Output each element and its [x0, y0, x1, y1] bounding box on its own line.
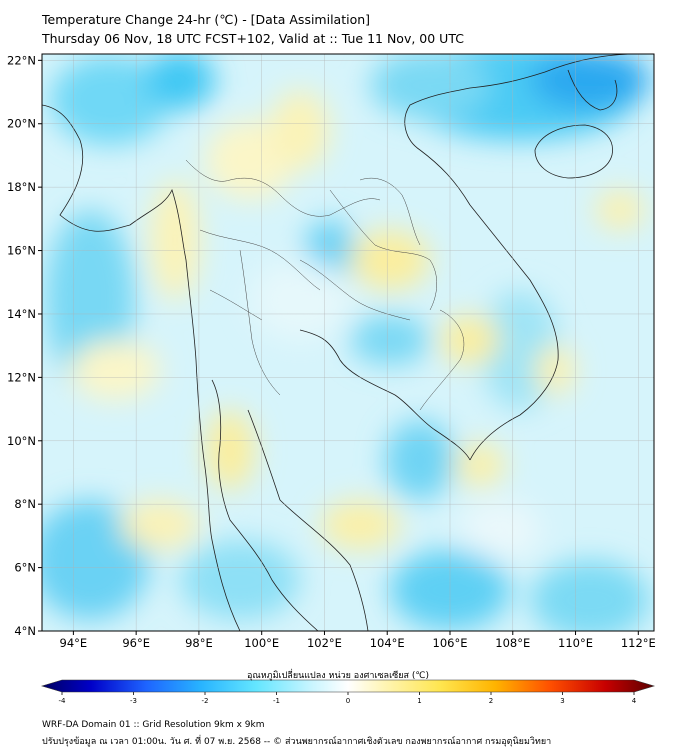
- colorbar-tick-label: -2: [202, 697, 209, 705]
- colorbar-tick-label: -1: [273, 697, 280, 705]
- lon-tick-label: 110°E: [558, 636, 593, 650]
- lon-tick-label: 98°E: [185, 636, 213, 650]
- lat-tick-label: 4°N: [14, 624, 36, 638]
- longitude-axis: 94°E 96°E 98°E 100°E 102°E 104°E 106°E 108°E 110…: [60, 631, 656, 650]
- lon-tick-label: 108°E: [495, 636, 530, 650]
- lat-tick-label: 22°N: [7, 53, 36, 67]
- colorbar-tick-label: 2: [489, 697, 493, 705]
- lon-tick-label: 104°E: [370, 636, 405, 650]
- lat-tick-label: 14°N: [7, 307, 36, 321]
- lon-tick-label: 112°E: [621, 636, 656, 650]
- colorbar-tick-label: 1: [417, 697, 421, 705]
- lat-tick-label: 8°N: [14, 497, 36, 511]
- province-borders: [185, 159, 465, 411]
- chart-subtitle: Thursday 06 Nov, 18 UTC FCST+102, Valid …: [42, 31, 464, 46]
- lat-tick-label: 12°N: [7, 370, 36, 384]
- lat-tick-label: 18°N: [7, 180, 36, 194]
- lat-tick-label: 6°N: [14, 561, 36, 575]
- lat-tick-label: 16°N: [7, 244, 36, 258]
- colorbar-tick-label: 3: [560, 697, 564, 705]
- colorbar-tick-label: 4: [632, 697, 637, 705]
- update-info: ปรับปรุงข้อมูล ณ เวลา 01:00น. วัน ศ. ที่…: [42, 737, 552, 747]
- lat-tick-label: 20°N: [7, 117, 36, 131]
- lon-tick-label: 100°E: [244, 636, 279, 650]
- map-frame: [41, 53, 655, 632]
- lon-tick-label: 94°E: [60, 636, 88, 650]
- colorbar-tick-label: -4: [59, 697, 67, 705]
- colorbar-title: อุณหภูมิเปลี่ยนแปลง หน่วย องศาเซลเซียส (…: [246, 671, 430, 681]
- lat-tick-label: 10°N: [7, 434, 36, 448]
- lon-tick-label: 96°E: [122, 636, 150, 650]
- lon-tick-label: 106°E: [433, 636, 468, 650]
- colorbar-tick-label: -3: [130, 697, 137, 705]
- model-info: WRF-DA Domain 01 :: Grid Resolution 9km …: [42, 720, 265, 730]
- latitude-axis: 22°N 20°N 18°N 16°N 14°N 12°N 10°N 8°N 6°N 4°N: [7, 53, 42, 638]
- chart-title: Temperature Change 24-hr (℃) - [Data Ass…: [42, 12, 371, 27]
- lon-tick-label: 102°E: [307, 636, 342, 650]
- colorbar: -4 -3 -2 -1 0 1 2 3 4: [40, 679, 656, 705]
- temperature-field: [42, 54, 654, 631]
- colorbar-tick-label: 0: [346, 697, 350, 705]
- graticule: [42, 54, 654, 632]
- coastline: [42, 54, 631, 631]
